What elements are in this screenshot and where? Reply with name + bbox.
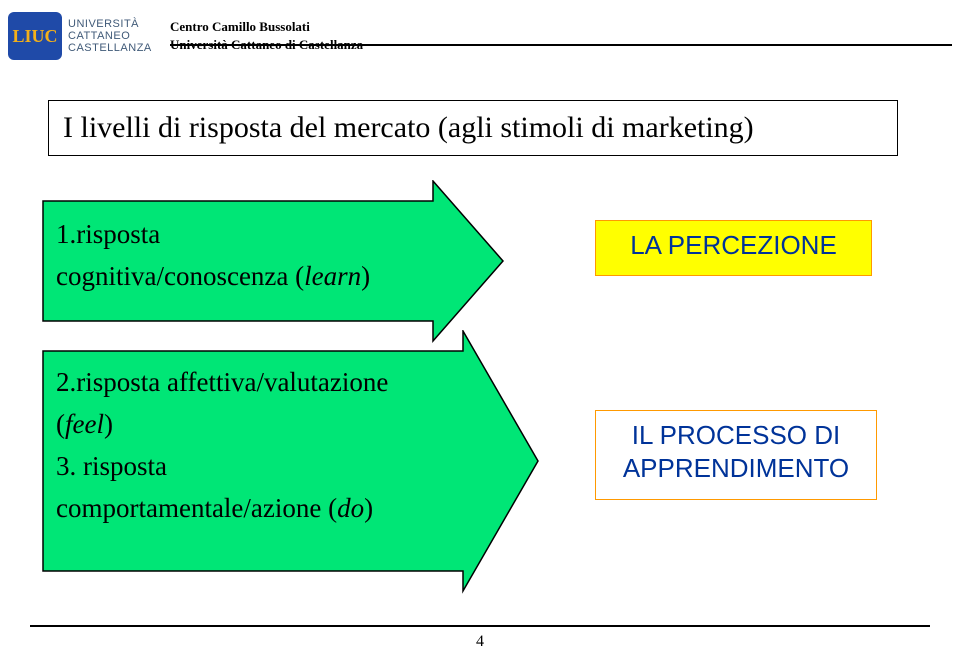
logo-text: UNIVERSITÀ CATTANEO CASTELLANZA xyxy=(68,18,152,54)
header-titles: Centro Camillo Bussolati Università Catt… xyxy=(170,18,952,53)
header-title-1: Centro Camillo Bussolati xyxy=(170,18,952,36)
logo-line-1: UNIVERSITÀ xyxy=(68,18,152,30)
arrow1-line2-close: ) xyxy=(361,261,370,291)
arrow2-line4: comportamentale/azione (do) xyxy=(56,488,506,530)
arrow2-label: 2.risposta affettiva/valutazione (feel) … xyxy=(56,362,506,529)
footer-line xyxy=(30,625,930,627)
arrow2-line2-italic: feel xyxy=(65,409,104,439)
arrow2-line2-close: ) xyxy=(104,409,113,439)
arrow2-line1: 2.risposta affettiva/valutazione xyxy=(56,362,506,404)
arrow2-line4-plain: comportamentale/azione ( xyxy=(56,493,337,523)
callout-percezione: LA PERCEZIONE xyxy=(595,220,872,276)
arrow2-line2: (feel) xyxy=(56,404,506,446)
header: LIUC UNIVERSITÀ CATTANEO CASTELLANZA Cen… xyxy=(8,8,952,64)
logo-line-3: CASTELLANZA xyxy=(68,42,152,54)
arrow2-line3: 3. risposta xyxy=(56,446,506,488)
page-number: 4 xyxy=(0,633,960,651)
arrow1-label: 1.risposta cognitiva/conoscenza (learn) xyxy=(56,214,476,298)
arrow1-line1: 1.risposta xyxy=(56,214,476,256)
logo-line-2: CATTANEO xyxy=(68,30,152,42)
arrow1-line2-italic: learn xyxy=(304,261,361,291)
callout2-line1: IL PROCESSO DI xyxy=(606,419,866,452)
callout2-line2: APPRENDIMENTO xyxy=(606,452,866,485)
arrow1-line2: cognitiva/conoscenza (learn) xyxy=(56,256,476,298)
arrow1-line2-plain: cognitiva/conoscenza ( xyxy=(56,261,304,291)
arrow2-line4-close: ) xyxy=(364,493,373,523)
arrow2-line4-italic: do xyxy=(337,493,364,523)
logo-badge: LIUC xyxy=(8,12,62,60)
callout-apprendimento: IL PROCESSO DI APPRENDIMENTO xyxy=(595,410,877,500)
page-title: I livelli di risposta del mercato (agli … xyxy=(48,100,898,156)
header-underline xyxy=(170,44,952,46)
arrow2-line2-open: ( xyxy=(56,409,65,439)
logo: LIUC UNIVERSITÀ CATTANEO CASTELLANZA xyxy=(8,8,158,64)
